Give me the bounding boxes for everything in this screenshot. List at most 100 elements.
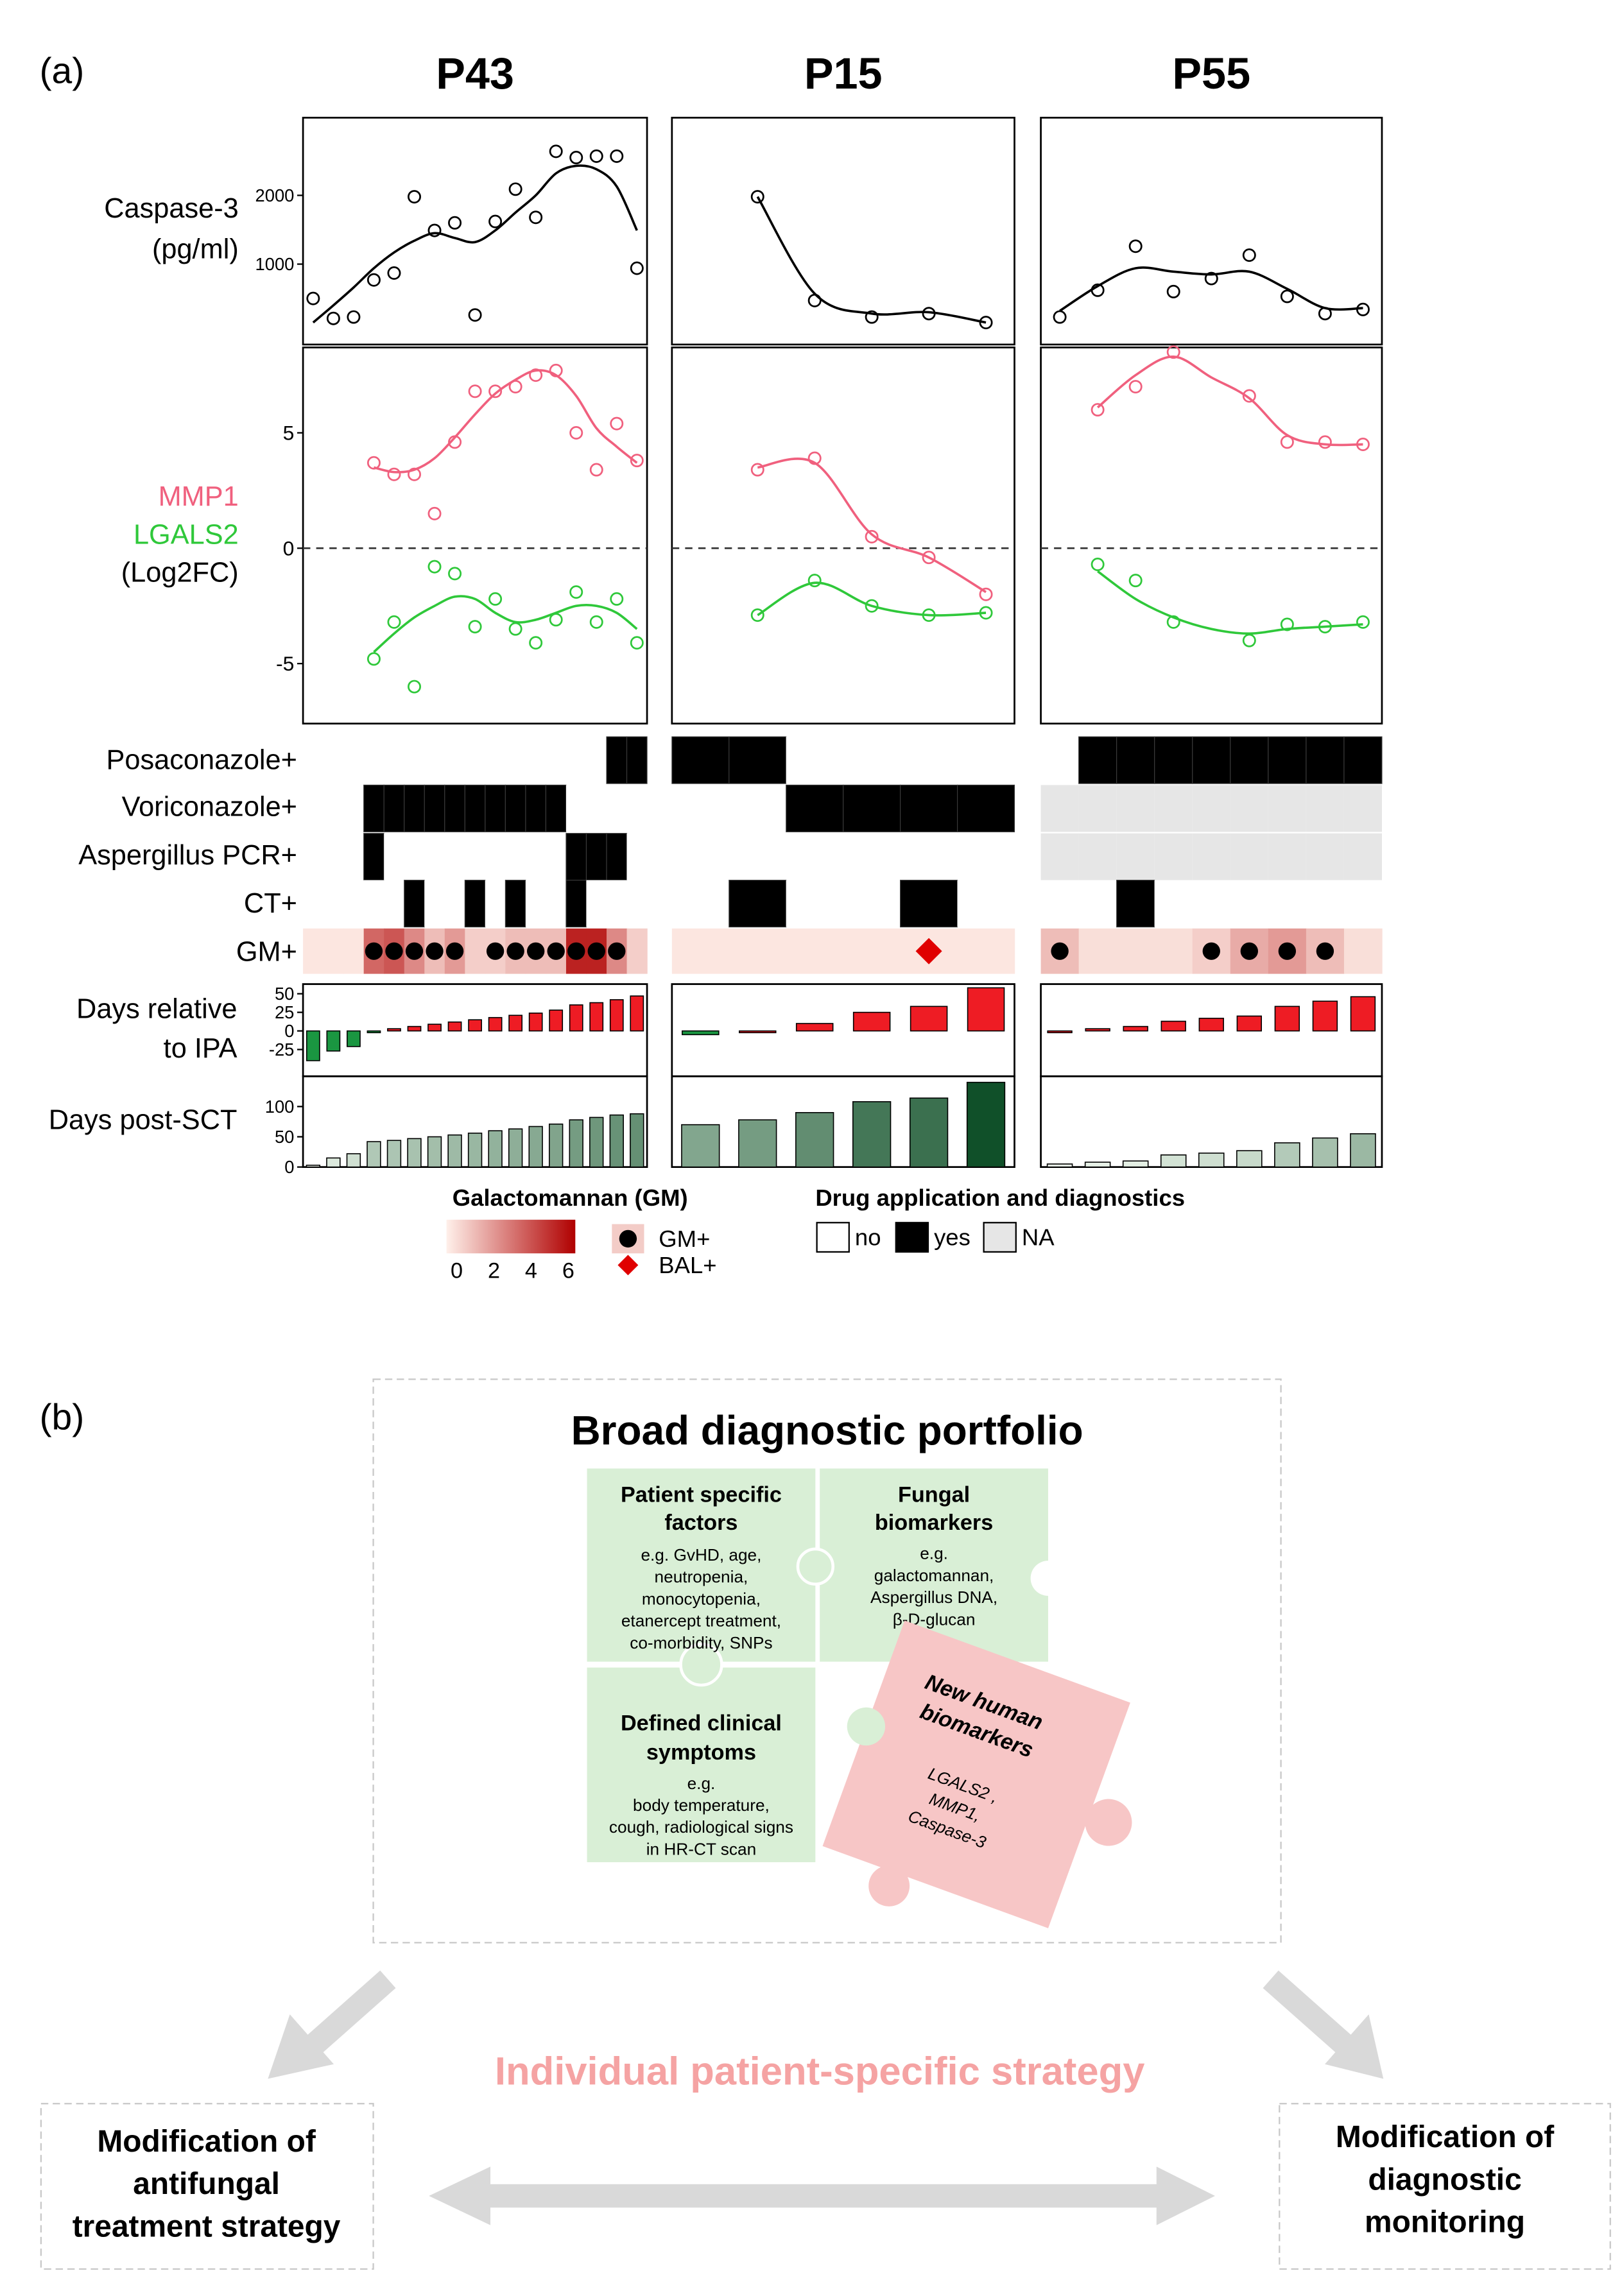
- heatmap-cell: [1192, 880, 1230, 927]
- heatmap-cell: [671, 880, 729, 927]
- gm-positive: [1202, 942, 1220, 960]
- bar: [852, 1011, 891, 1032]
- heatmap-cell: [900, 833, 958, 880]
- heatmap-cell: [525, 784, 546, 832]
- heatmap-cell: [1040, 785, 1079, 832]
- data-point: [979, 587, 993, 601]
- heatmap-cell: [1040, 737, 1079, 784]
- gm-cell: [1343, 928, 1383, 974]
- outcome-box: [40, 2103, 374, 2270]
- data-point: [1166, 615, 1180, 629]
- piece-text: neutropenia,: [655, 1567, 748, 1586]
- gm-cell: [786, 928, 844, 974]
- y-tick-label: 50: [275, 984, 294, 1004]
- piece-text: body temperature,: [633, 1795, 770, 1815]
- arrow-head: [1156, 2166, 1215, 2225]
- data-point: [569, 426, 583, 440]
- box-text: treatment strategy: [73, 2209, 341, 2243]
- bar: [1047, 1030, 1073, 1034]
- data-point: [549, 613, 563, 627]
- data-point: [1091, 283, 1105, 297]
- heatmap-cell: [424, 784, 445, 832]
- heatmap-cell: [383, 784, 405, 832]
- heatmap-cell: [485, 880, 506, 927]
- heatmap-cell: [671, 833, 729, 880]
- data-point: [865, 310, 879, 324]
- data-point: [1166, 345, 1180, 359]
- data-point: [408, 467, 421, 481]
- data-point: [1204, 271, 1218, 286]
- heatmap-cell: [607, 880, 627, 927]
- heatmap-cell: [1192, 833, 1230, 880]
- data-point: [408, 190, 421, 204]
- heatmap-cell: [957, 737, 1015, 784]
- bar: [1312, 1000, 1338, 1032]
- y-tick-label: -25: [269, 1040, 295, 1059]
- heatmap-cell: [565, 737, 587, 784]
- row-label: (Log2FC): [121, 558, 239, 588]
- data-point: [807, 451, 822, 465]
- heatmap-cell: [424, 880, 445, 927]
- heatmap-cell: [586, 737, 607, 784]
- gm-cell: [303, 928, 324, 974]
- heatmap-cell: [1116, 736, 1155, 784]
- heatmap-cell: [505, 833, 526, 880]
- legend-diamond: [617, 1255, 639, 1276]
- heatmap-cell: [303, 833, 324, 880]
- data-point: [427, 560, 442, 574]
- fit-line: [1097, 570, 1363, 635]
- data-point: [807, 293, 822, 307]
- bar: [1198, 1152, 1225, 1168]
- heatmap-cell: [1230, 736, 1269, 784]
- heatmap-cell: [900, 880, 958, 928]
- data-point: [922, 551, 936, 565]
- heatmap-cell: [1040, 833, 1079, 880]
- data-point: [750, 608, 764, 622]
- heatmap-cell: [485, 784, 506, 832]
- bar: [589, 1002, 604, 1032]
- data-point: [1091, 557, 1105, 571]
- outcome-box: [1279, 2103, 1611, 2270]
- gm-positive: [547, 942, 565, 960]
- heatmap-cell: [843, 784, 901, 832]
- bar: [795, 1112, 834, 1168]
- data-point: [1356, 615, 1370, 629]
- bar: [682, 1030, 720, 1036]
- heatmap-cell: [786, 833, 843, 880]
- row-label: Aspergillus PCR+: [78, 840, 297, 871]
- fit-line: [1096, 356, 1363, 447]
- data-point: [387, 467, 401, 481]
- box-text: monitoring: [1365, 2206, 1525, 2240]
- heatmap-cell: [464, 880, 486, 928]
- data-point: [488, 214, 503, 228]
- legend-label: NA: [1022, 1224, 1055, 1251]
- heatmap-cell: [1154, 880, 1193, 927]
- legend-title: Galactomannan (GM): [453, 1185, 688, 1211]
- bar: [468, 1019, 482, 1032]
- heatmap-cell: [424, 737, 445, 784]
- y-tick-label: 50: [275, 1127, 294, 1147]
- piece-text: e.g.: [687, 1774, 716, 1793]
- heatmap-cell: [343, 785, 364, 832]
- data-point: [750, 463, 764, 477]
- heatmap-cell: [404, 737, 425, 784]
- puzzle-notch: [1030, 1561, 1066, 1596]
- heatmap-cell: [1343, 785, 1382, 832]
- box-text: Modification of: [97, 2125, 316, 2159]
- data-point: [1128, 574, 1143, 588]
- data-point: [326, 311, 340, 325]
- heatmap-cell: [729, 736, 787, 784]
- bar: [852, 1101, 892, 1168]
- gm-positive: [506, 942, 524, 960]
- data-point: [750, 190, 764, 204]
- heatmap-cell: [786, 880, 843, 927]
- bar: [306, 1165, 321, 1168]
- piece-text: e.g.: [920, 1544, 948, 1563]
- heatmap-cell: [900, 784, 958, 832]
- heatmap-cell: [1116, 880, 1155, 928]
- heatmap-cell: [1268, 736, 1307, 784]
- heatmap-cell: [1230, 833, 1268, 880]
- heatmap-cell: [1078, 785, 1117, 832]
- heatmap-cell: [1268, 880, 1306, 927]
